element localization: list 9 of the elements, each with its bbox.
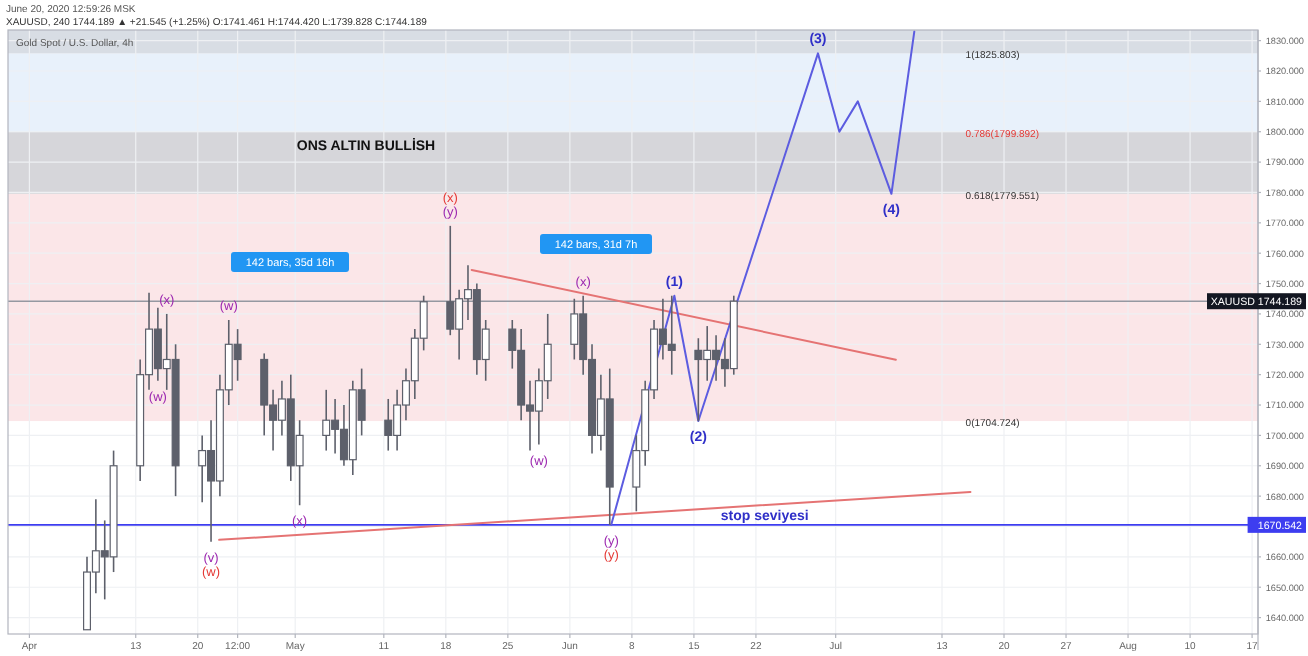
- candlestick: [233, 328, 242, 382]
- candlestick: [667, 294, 676, 376]
- candlestick: [446, 225, 455, 336]
- candlestick: [384, 398, 393, 452]
- candlestick: [322, 389, 331, 452]
- candlestick: [694, 337, 703, 422]
- candlestick: [198, 434, 207, 504]
- candlestick: [260, 352, 269, 437]
- candlestick: [570, 297, 579, 361]
